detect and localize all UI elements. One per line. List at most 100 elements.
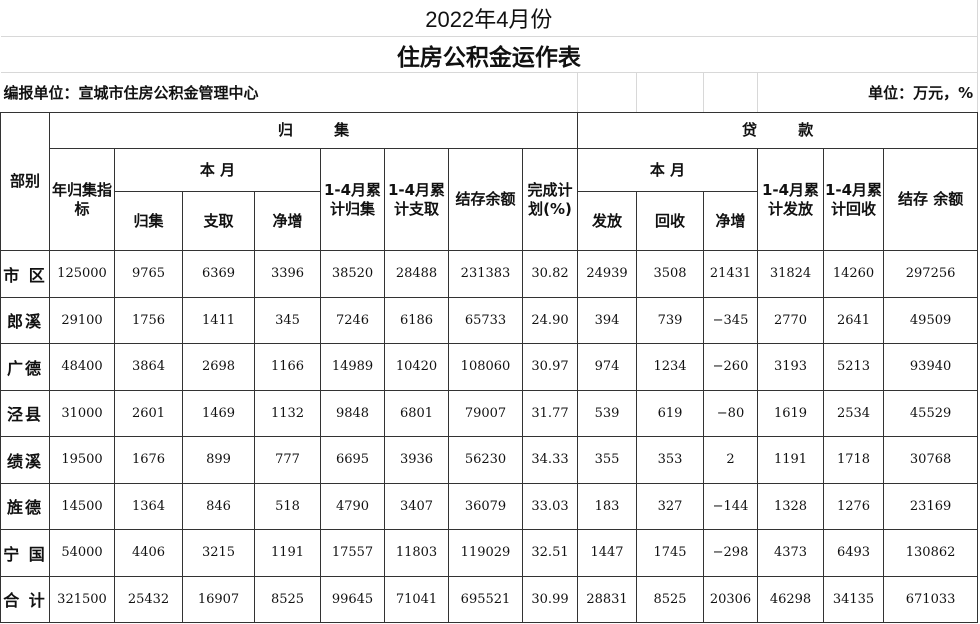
- table-cell: 3396: [254, 250, 321, 298]
- dept-name: 泾县: [0, 389, 50, 437]
- table-cell: 3508: [636, 250, 704, 298]
- table-cell: 79007: [448, 389, 523, 437]
- table-cell: 32.51: [522, 529, 578, 577]
- table-cell: 7246: [320, 296, 385, 344]
- table-cell: 119029: [448, 529, 523, 577]
- table-cell: 695521: [448, 575, 523, 623]
- empty-cell: [577, 72, 637, 113]
- table-cell: 1328: [757, 482, 824, 530]
- table-cell: 4373: [757, 529, 824, 577]
- table-cell: 24939: [577, 250, 637, 298]
- table-cell: 65733: [448, 296, 523, 344]
- table-cell: 353: [636, 436, 704, 484]
- reporting-unit: 编报单位：宣城市住房公积金管理中心: [0, 72, 578, 113]
- table-cell: 9848: [320, 389, 385, 437]
- dept-name: 市 区: [0, 250, 50, 298]
- table-cell: 345: [254, 296, 321, 344]
- table-cell: 1191: [757, 436, 824, 484]
- table-cell: 846: [182, 482, 255, 530]
- table-cell: 1132: [254, 389, 321, 437]
- table-cell: −260: [703, 343, 758, 391]
- table-cell: 45529: [882, 389, 979, 437]
- table-body: 市 区 125000 9765 6369 3396 38520 28488 231383 30.…: [0, 250, 979, 623]
- header-issue: 发放: [577, 191, 637, 251]
- table-cell: 28831: [577, 575, 637, 623]
- header-net: 净增: [254, 191, 321, 251]
- table-cell: 1718: [823, 436, 884, 484]
- table-cell: 9765: [114, 250, 183, 298]
- table-cell: −345: [703, 296, 758, 344]
- table-cell: 36079: [448, 482, 523, 530]
- table-cell: −80: [703, 389, 758, 437]
- header-loan-net: 净增: [703, 191, 758, 251]
- table-cell: 1276: [823, 482, 884, 530]
- header-completion: 完成计划(%): [522, 148, 578, 251]
- report-title: 住房公积金运作表: [0, 36, 979, 73]
- header-collect: 归集: [114, 191, 183, 251]
- dept-name: 广德: [0, 343, 50, 391]
- table-cell: 34135: [823, 575, 884, 623]
- header-balance: 结存余额: [448, 148, 523, 251]
- table-cell: 21431: [703, 250, 758, 298]
- header-cum-collect: 1-4月累计归集: [320, 148, 385, 251]
- table-cell: 11803: [384, 529, 449, 577]
- table-cell: 31824: [757, 250, 824, 298]
- report-period: 2022年4月份: [0, 0, 979, 37]
- table-cell: 1234: [636, 343, 704, 391]
- table-cell: 321500: [49, 575, 115, 623]
- table-cell: 28488: [384, 250, 449, 298]
- table-cell: 46298: [757, 575, 824, 623]
- table-cell: 899: [182, 436, 255, 484]
- dept-name: 郎溪: [0, 296, 50, 344]
- table-cell: 8525: [254, 575, 321, 623]
- table-cell: 2698: [182, 343, 255, 391]
- header-loan-group: 贷 款: [576, 112, 979, 149]
- table-cell: 297256: [882, 250, 979, 298]
- table-cell: 777: [254, 436, 321, 484]
- table-cell: 14260: [823, 250, 884, 298]
- table-cell: 19500: [49, 436, 115, 484]
- table-cell: 17557: [320, 529, 385, 577]
- table-row: 宁 国 54000 4406 3215 1191 17557 11803 119029 32.5…: [0, 529, 979, 577]
- table-row: 旌德 14500 1364 846 518 4790 3407 36079 33.03 183 32…: [0, 482, 979, 530]
- table-cell: 3864: [114, 343, 183, 391]
- table-cell: 34.33: [522, 436, 578, 484]
- table-cell: 539: [577, 389, 637, 437]
- header-cum-recover: 1-4月累计回收: [823, 148, 884, 251]
- header-cum-issue: 1-4月累计发放: [757, 148, 824, 251]
- table-cell: 2534: [823, 389, 884, 437]
- table-cell: 20306: [703, 575, 758, 623]
- table-cell: 974: [577, 343, 637, 391]
- table-row: 广德 48400 3864 2698 1166 14989 10420 108060 30.97…: [0, 343, 979, 391]
- table-cell: 1191: [254, 529, 321, 577]
- table-cell: 6493: [823, 529, 884, 577]
- header-withdraw: 支取: [182, 191, 255, 251]
- table-cell: 355: [577, 436, 637, 484]
- table-cell: 6369: [182, 250, 255, 298]
- table-cell: 1364: [114, 482, 183, 530]
- table-cell: 108060: [448, 343, 523, 391]
- table-row: 市 区 125000 9765 6369 3396 38520 28488 231383 30.…: [0, 250, 979, 298]
- table-cell: 231383: [448, 250, 523, 298]
- table-cell: 3193: [757, 343, 824, 391]
- table-cell: 30.99: [522, 575, 578, 623]
- table-cell: 14989: [320, 343, 385, 391]
- table-cell: 99645: [320, 575, 385, 623]
- table-cell: 1166: [254, 343, 321, 391]
- table-cell: 2: [703, 436, 758, 484]
- table-cell: 54000: [49, 529, 115, 577]
- table-cell: 1676: [114, 436, 183, 484]
- table-cell: 2641: [823, 296, 884, 344]
- table-cell: 30768: [882, 436, 979, 484]
- header-loan-balance: 结存 余额: [882, 148, 979, 251]
- table-cell: 8525: [636, 575, 704, 623]
- unit-label: 单位：万元，%: [757, 72, 979, 113]
- table-cell: 1469: [182, 389, 255, 437]
- header-recover: 回收: [636, 191, 704, 251]
- dept-name: 合 计: [0, 575, 50, 623]
- table-cell: 183: [577, 482, 637, 530]
- table-cell: 3215: [182, 529, 255, 577]
- table-cell: 25432: [114, 575, 183, 623]
- table-cell: 3936: [384, 436, 449, 484]
- dept-name: 旌德: [0, 482, 50, 530]
